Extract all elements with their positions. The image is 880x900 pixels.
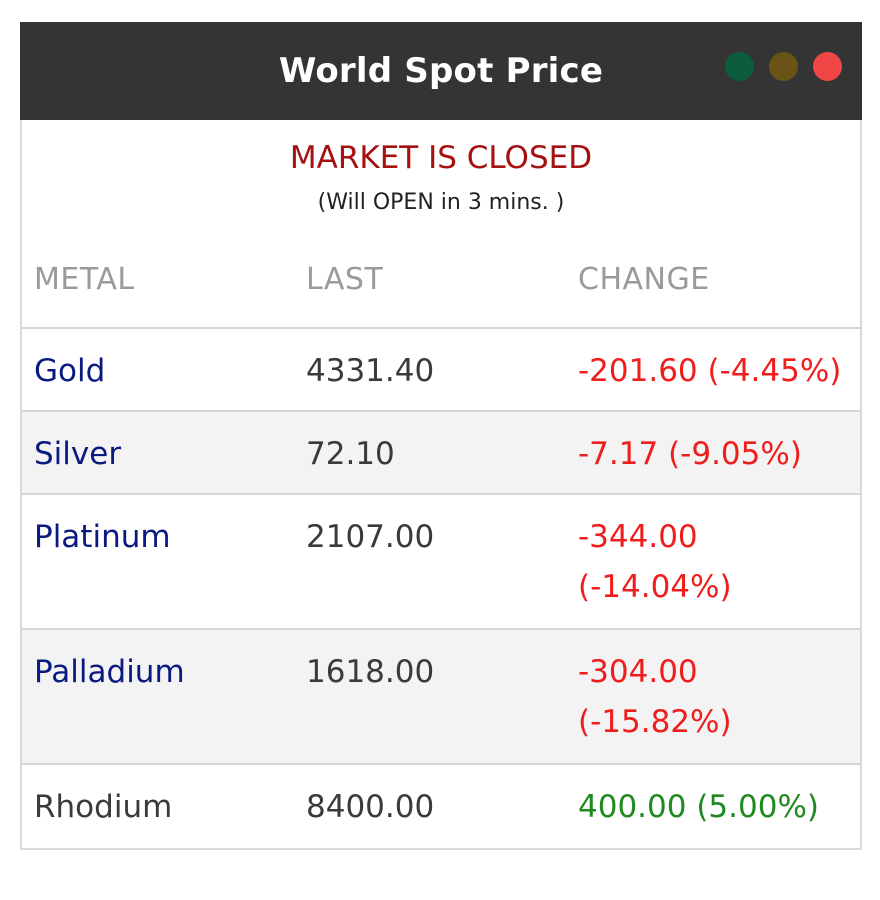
red-dot-icon[interactable] [813, 52, 842, 81]
column-header-metal: METAL [34, 262, 135, 297]
market-status: MARKET IS CLOSED [289, 140, 593, 176]
table-row-rhodium: Rhodium 8400.00 400.00 (5.00%) [22, 765, 860, 848]
window-controls [725, 52, 842, 81]
last-price-platinum: 2107.00 [306, 519, 435, 555]
column-header-last: LAST [306, 262, 384, 297]
table-header: METAL LAST CHANGE [22, 232, 860, 329]
open-countdown: (Will OPEN in 3 mins. ) [317, 190, 565, 215]
metal-link-silver[interactable]: Silver [34, 436, 122, 472]
column-header-change: CHANGE [578, 262, 710, 297]
table-row-platinum: Platinum 2107.00 -344.00 (-14.04%) [22, 495, 860, 630]
metal-link-palladium[interactable]: Palladium [34, 654, 185, 690]
last-price-gold: 4331.40 [306, 353, 435, 389]
table-row-silver: Silver 72.10 -7.17 (-9.05%) [22, 412, 860, 495]
olive-dot-icon[interactable] [769, 52, 798, 81]
change-rhodium: 400.00 (5.00%) [578, 789, 819, 825]
change-gold: -201.60 (-4.45%) [578, 353, 842, 389]
change-silver: -7.17 (-9.05%) [578, 436, 802, 472]
last-price-rhodium: 8400.00 [306, 789, 435, 825]
market-status-block: MARKET IS CLOSED (Will OPEN in 3 mins. ) [22, 120, 860, 232]
widget-title: World Spot Price [278, 51, 604, 91]
change-palladium: -304.00 (-15.82%) [578, 654, 732, 740]
green-dot-icon[interactable] [725, 52, 754, 81]
metal-link-platinum[interactable]: Platinum [34, 519, 171, 555]
widget-header: World Spot Price [20, 22, 862, 120]
last-price-silver: 72.10 [306, 436, 395, 472]
table-row-gold: Gold 4331.40 -201.60 (-4.45%) [22, 329, 860, 412]
table-row-palladium: Palladium 1618.00 -304.00 (-15.82%) [22, 630, 860, 765]
metal-link-gold[interactable]: Gold [34, 353, 106, 389]
change-platinum: -344.00 (-14.04%) [578, 519, 732, 605]
last-price-palladium: 1618.00 [306, 654, 435, 690]
spot-price-widget: World Spot Price MARKET IS CLOSED (Will … [20, 22, 862, 850]
metal-label-rhodium: Rhodium [34, 789, 173, 825]
